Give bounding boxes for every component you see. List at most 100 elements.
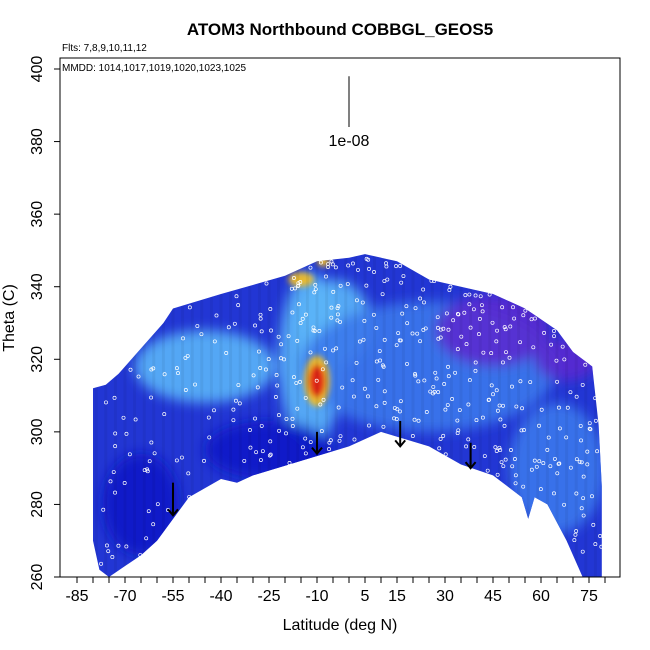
sample-point <box>442 382 447 386</box>
sample-point <box>473 368 478 373</box>
sample-point <box>581 513 586 518</box>
sample-point <box>557 426 562 431</box>
sample-point <box>481 350 486 355</box>
sample-point <box>552 491 556 496</box>
sample-point <box>195 324 200 328</box>
sample-point <box>552 456 557 461</box>
field-feature-mid <box>509 402 602 534</box>
sample-point <box>434 376 439 381</box>
sample-point <box>467 378 472 383</box>
sample-point <box>416 379 421 384</box>
sample-point <box>424 409 429 414</box>
sample-point <box>294 381 299 385</box>
sample-point <box>511 305 515 310</box>
sample-point <box>355 267 360 272</box>
sample-point <box>101 507 106 512</box>
sample-point <box>502 423 507 428</box>
y-tick-label: 360 <box>29 201 46 228</box>
sample-point <box>404 304 409 309</box>
sample-point <box>324 360 329 365</box>
sample-point <box>502 325 507 330</box>
scale-label: 1e-08 <box>329 133 370 150</box>
x-tick-label: 60 <box>532 588 550 605</box>
sample-point <box>599 544 604 549</box>
sample-point <box>560 344 565 349</box>
sample-point <box>374 359 379 364</box>
sample-point <box>290 424 295 428</box>
sample-point <box>152 451 157 456</box>
sample-point <box>518 379 523 384</box>
sample-point <box>467 292 472 297</box>
sample-point <box>279 342 284 347</box>
x-tick-label: -25 <box>257 588 280 605</box>
sample-point <box>284 431 288 436</box>
sample-point <box>149 367 154 372</box>
sample-point <box>495 328 499 333</box>
sample-point <box>494 339 499 344</box>
sample-point <box>376 377 381 382</box>
sample-point <box>429 278 434 283</box>
sample-point <box>254 450 259 455</box>
sample-point <box>340 385 345 390</box>
x-tick-label: 30 <box>436 588 454 605</box>
sample-point <box>574 457 579 462</box>
sample-point <box>433 370 438 375</box>
flight-arrow <box>167 482 179 517</box>
sample-point <box>138 553 143 558</box>
sample-point <box>290 416 295 421</box>
plot-frame <box>59 57 621 578</box>
sample-point <box>233 398 238 403</box>
sample-point <box>113 431 118 436</box>
sample-point <box>371 312 376 317</box>
sample-point <box>350 378 355 383</box>
sample-point <box>510 384 514 389</box>
sample-point <box>108 479 113 484</box>
sample-point <box>444 311 449 316</box>
sample-point <box>548 464 553 469</box>
sample-point <box>187 305 192 310</box>
sample-point <box>446 327 451 332</box>
sample-point <box>274 373 279 377</box>
sample-point <box>149 440 154 445</box>
sample-point <box>405 361 409 366</box>
sample-point <box>99 561 104 566</box>
sample-point <box>445 403 450 407</box>
x-tick-label: -40 <box>209 588 232 605</box>
sample-point <box>464 342 469 347</box>
sample-point <box>392 406 397 410</box>
sample-point <box>124 544 129 549</box>
sample-point <box>224 351 229 355</box>
sample-point <box>532 316 537 321</box>
sample-point <box>523 308 528 313</box>
sample-point <box>432 279 437 284</box>
sample-point <box>448 284 453 289</box>
flight-arrow <box>394 420 406 448</box>
sample-point <box>438 436 443 441</box>
sample-point <box>487 292 492 297</box>
sample-point <box>490 320 495 325</box>
sample-point <box>381 424 386 429</box>
sample-point <box>416 418 421 423</box>
sample-point <box>253 416 257 421</box>
sample-point <box>562 357 567 362</box>
sample-point <box>464 444 469 449</box>
sample-point <box>580 549 585 554</box>
sample-point <box>300 445 305 450</box>
sample-point <box>557 405 561 410</box>
x-tick-label: 75 <box>580 588 598 605</box>
sample-point <box>441 433 446 438</box>
sample-point <box>226 325 231 330</box>
sample-point <box>555 471 560 476</box>
sample-point <box>232 321 237 326</box>
sample-point <box>366 394 370 399</box>
sample-point <box>338 319 343 324</box>
sample-point <box>183 355 188 360</box>
sample-point <box>413 373 418 378</box>
y-tick-label: 260 <box>29 564 46 591</box>
sample-point <box>509 448 513 452</box>
sample-point <box>514 404 519 409</box>
sample-point <box>473 360 478 365</box>
sample-point <box>253 323 258 328</box>
sample-point <box>338 283 343 288</box>
sample-point <box>462 310 467 315</box>
